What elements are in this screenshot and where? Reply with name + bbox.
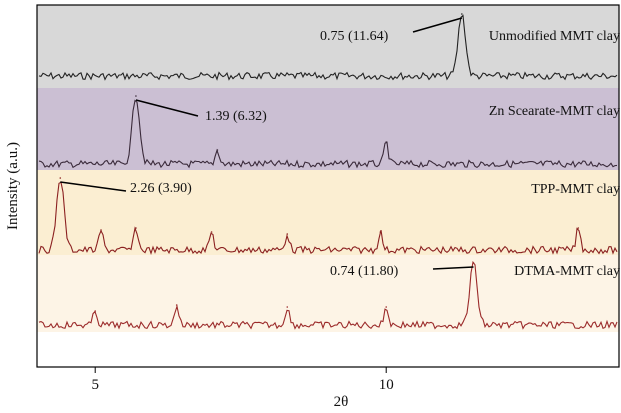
peak-point — [59, 177, 62, 179]
peak-point — [461, 13, 463, 15]
y-axis-label: Intensity (a.u.) — [5, 142, 21, 230]
peak-leader-line — [412, 17, 463, 33]
series-name: Zn Scearate-MMT clay — [489, 104, 620, 119]
peak-point — [100, 229, 102, 231]
peak-point — [286, 306, 289, 308]
panel-background — [37, 88, 619, 170]
peak-point — [385, 306, 388, 308]
panel-1: 0.75 (11.64) Unmodified MMT clay — [37, 5, 620, 88]
peak-point — [385, 141, 388, 143]
peak-point — [286, 233, 289, 235]
peak-leader-line — [432, 266, 474, 270]
peak-label: 0.74 (11.80) — [330, 264, 399, 279]
panel-background — [37, 170, 619, 255]
peak-label: 2.26 (3.90) — [130, 181, 192, 196]
peak-point — [94, 310, 96, 312]
peak-leader-line — [60, 181, 127, 192]
peak-point — [135, 95, 137, 97]
plot-frame — [36, 4, 620, 368]
x-tick-label: 10 — [379, 377, 394, 393]
peak-point — [216, 149, 219, 151]
peak-point — [379, 231, 382, 233]
series-name: TPP-MMT clay — [531, 182, 620, 197]
panel-3: 2.26 (3.90) TPP-MMT clay — [37, 170, 620, 256]
series-line — [38, 260, 618, 330]
x-axis-label: 2θ — [334, 394, 349, 410]
panel-2: 1.39 (6.32) Zn Scearate-MMT clay — [37, 88, 620, 170]
peak-point — [577, 227, 580, 229]
peak-point — [472, 262, 475, 264]
peak-point — [175, 304, 178, 306]
series-line — [38, 181, 618, 256]
series-name: Unmodified MMT clay — [489, 29, 620, 44]
peak-label: 1.39 (6.32) — [205, 109, 267, 124]
panel-background — [37, 255, 619, 332]
panel-4: 0.74 (11.80) DTMA-MMT clay — [37, 255, 620, 332]
series-line — [38, 14, 618, 81]
peak-leader-line — [135, 99, 199, 117]
peak-point — [210, 231, 213, 233]
peak-label: 0.75 (11.64) — [320, 29, 389, 44]
x-tick-label: 5 — [91, 377, 99, 393]
peak-point — [135, 227, 137, 229]
series-line — [38, 99, 618, 169]
panel-background — [37, 5, 619, 88]
series-name: DTMA-MMT clay — [514, 264, 620, 279]
